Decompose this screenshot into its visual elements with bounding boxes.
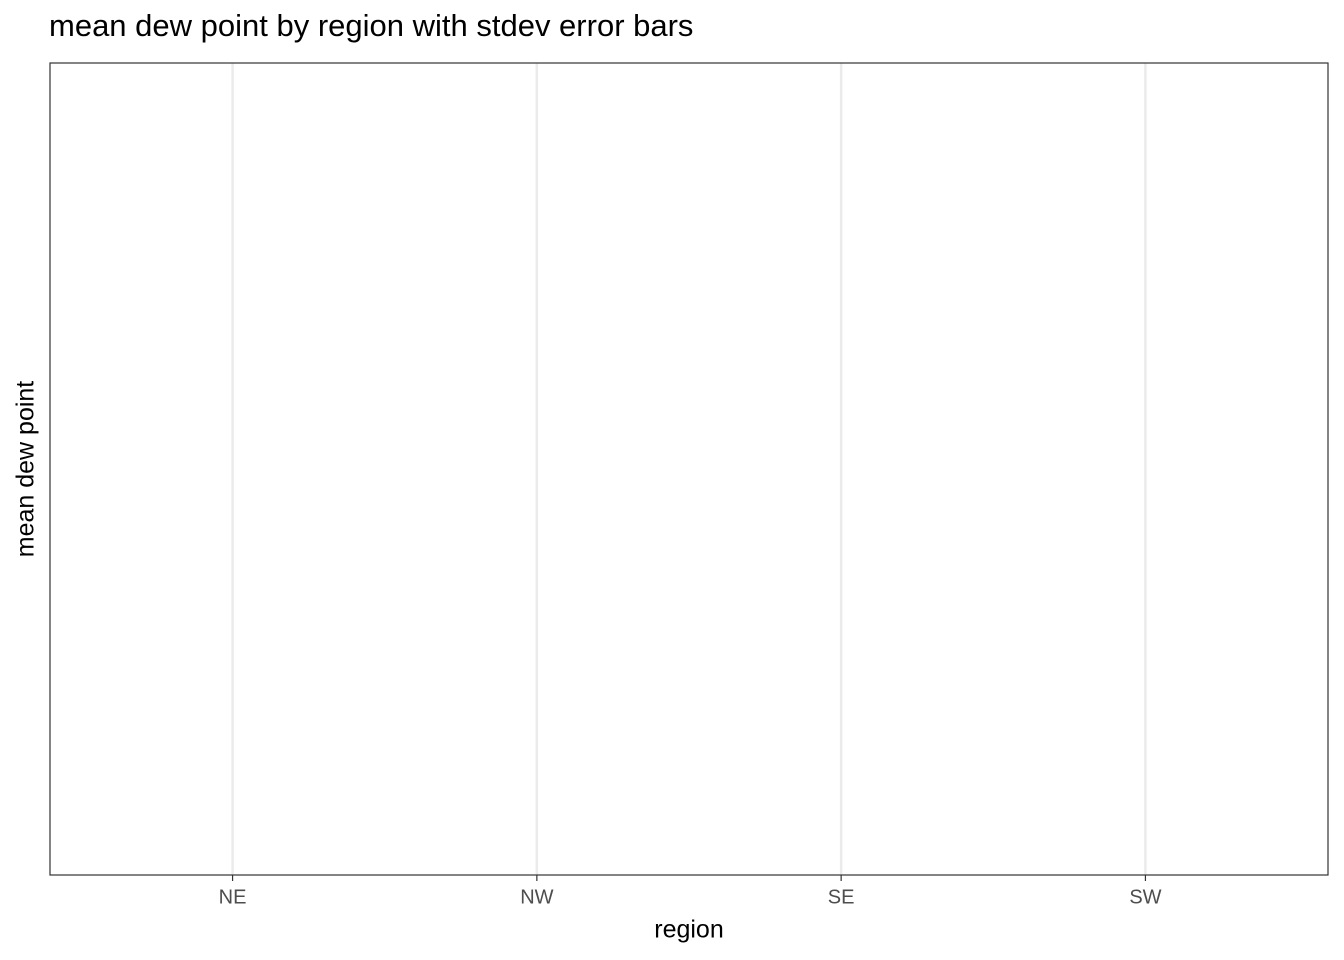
chart-title: mean dew point by region with stdev erro… [49,8,693,43]
x-tick-label: SW [1129,886,1161,908]
x-tick-label: SE [828,886,855,908]
plot-area [231,63,1147,875]
x-tick-label: NW [520,886,553,908]
panel-border [49,62,1329,876]
x-tick-label: NE [219,886,247,908]
y-axis-label: mean dew point [12,381,40,558]
x-axis-label: region [654,916,724,944]
